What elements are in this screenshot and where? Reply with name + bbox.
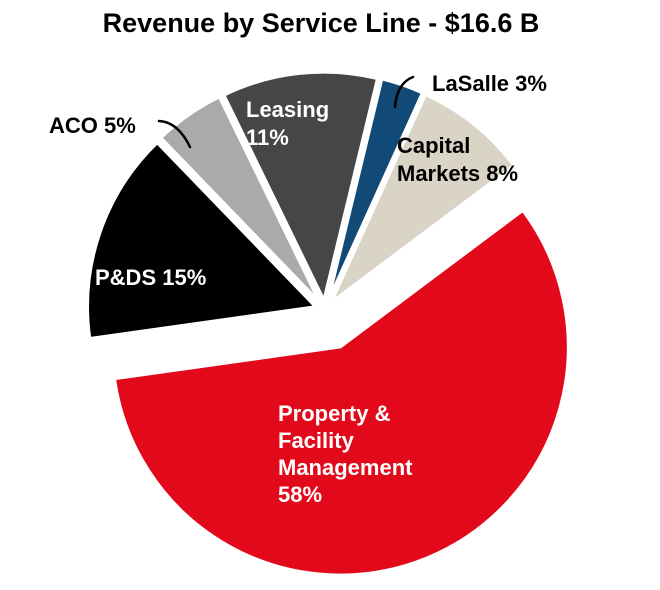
- label-leasing: Leasing 11%: [246, 97, 330, 150]
- label-pds: P&DS 15%: [95, 265, 207, 290]
- lasalle-leader-line: [393, 75, 415, 109]
- pie-slice-capital-markets: [327, 92, 516, 307]
- pie-slice-pds: [86, 140, 319, 341]
- chart-title: Revenue by Service Line - $16.6 B: [102, 8, 540, 38]
- pie-slices: [86, 70, 570, 577]
- pie-slice-aco: [158, 94, 325, 310]
- pie-slice-property-facility-management: [112, 208, 570, 577]
- label-capital-markets: Capital Markets 8%: [397, 133, 519, 186]
- aco-leader-line: [157, 119, 192, 149]
- pie-slice-leasing: [221, 70, 380, 305]
- label-lasalle: LaSalle 3%: [432, 71, 547, 96]
- label-aco: ACO 5%: [49, 113, 136, 138]
- label-property-facility-management: Property & Facility Management 58%: [278, 401, 413, 507]
